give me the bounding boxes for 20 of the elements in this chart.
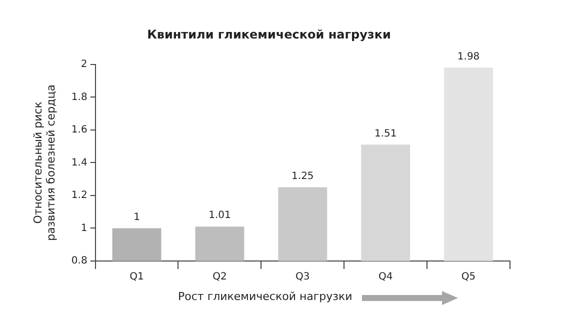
- y-tick-label: 2: [80, 58, 88, 70]
- y-tick-label: 1.2: [71, 190, 88, 202]
- y-tick-label: 1.4: [71, 157, 88, 168]
- y-tick-label: 0.8: [71, 256, 88, 267]
- x-tick-label: Q1: [130, 272, 144, 283]
- y-tick-label: 1.6: [71, 124, 88, 136]
- x-tick-label: Q2: [212, 272, 227, 283]
- y-axis-title: Относительный риск развития болезней сердца: [31, 84, 58, 241]
- x-tick-label: Q5: [461, 272, 476, 283]
- x-tick-label: Q4: [378, 272, 393, 283]
- data-label: 1.51: [374, 128, 397, 140]
- x-tick-label: Q3: [296, 272, 310, 283]
- chart-title: Квинтили гликемической нагрузки: [147, 27, 391, 42]
- data-label: 1.25: [292, 170, 314, 182]
- data-label: 1.01: [208, 210, 231, 222]
- y-tick-label: 1.8: [71, 92, 88, 103]
- data-label: 1: [134, 212, 140, 223]
- y-tick-label: 1: [80, 222, 88, 234]
- x-axis-title: Рост гликемической нагрузки: [178, 290, 352, 303]
- data-label: 1.98: [457, 51, 480, 62]
